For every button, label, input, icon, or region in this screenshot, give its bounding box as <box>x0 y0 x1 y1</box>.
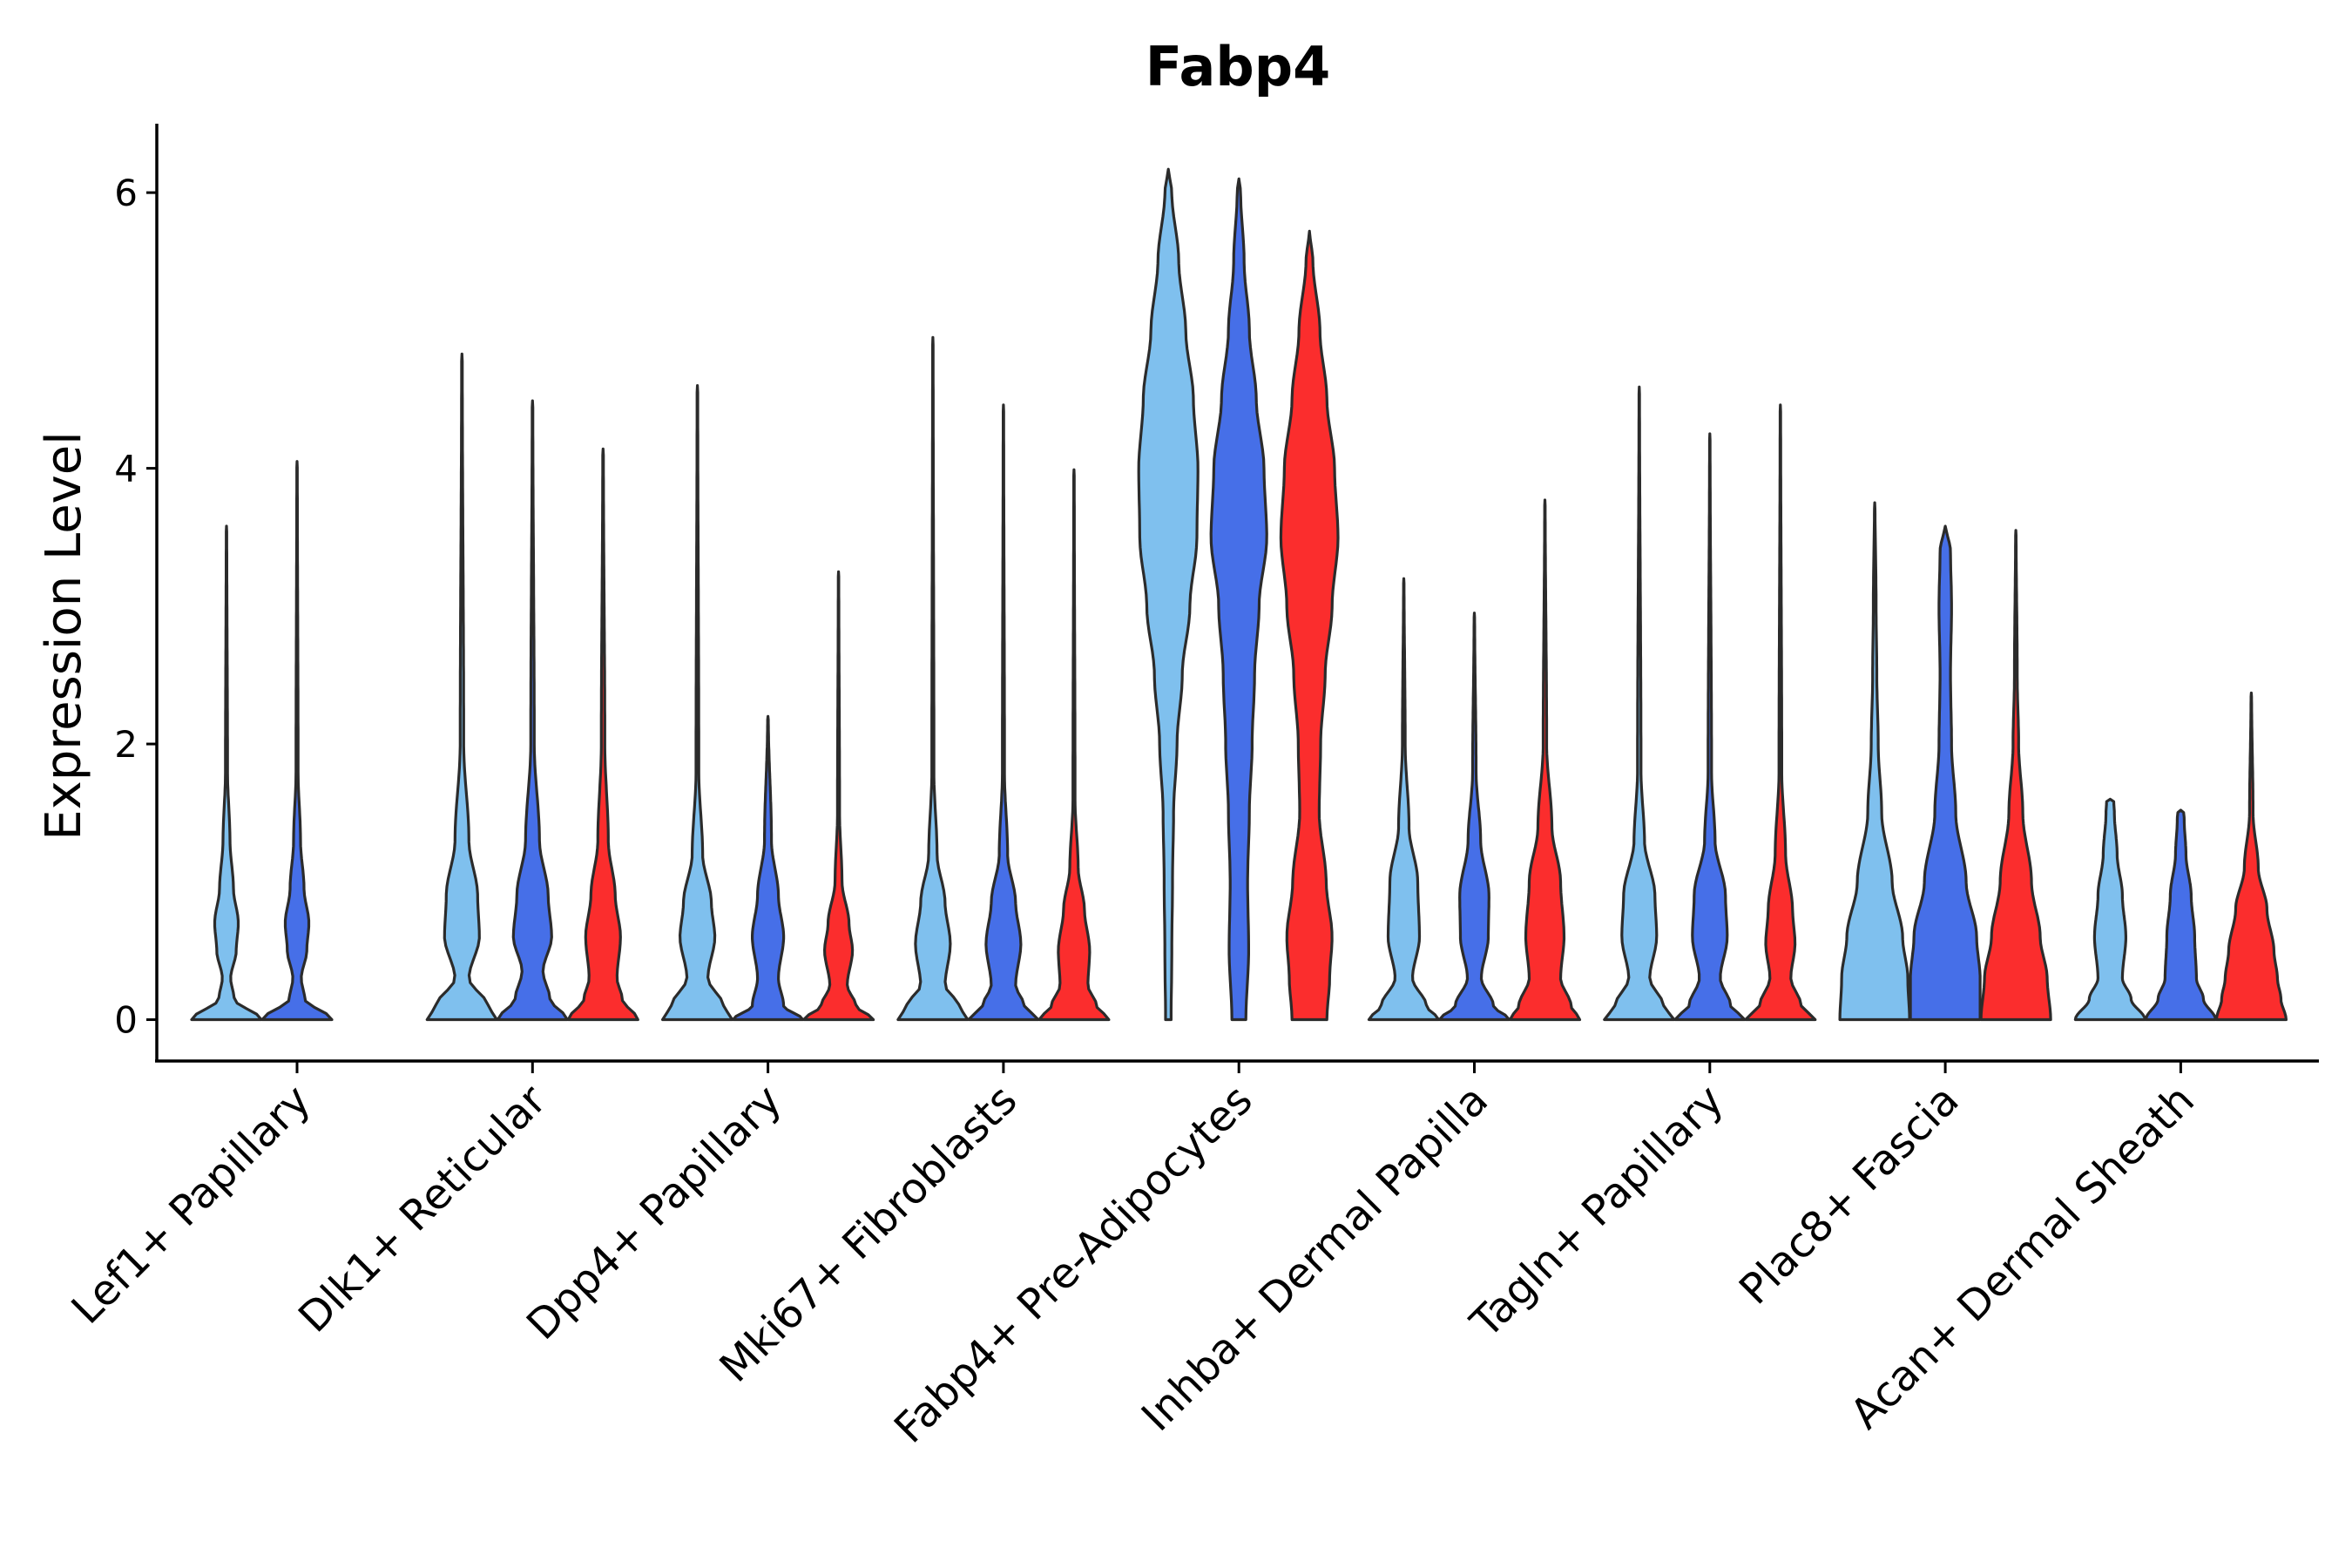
chart-title: Fabp4 <box>1146 35 1330 98</box>
x-category-label: Dlk1+ Reticular <box>289 1076 556 1342</box>
violin-1-light <box>190 524 263 1022</box>
violin-3-blue <box>732 714 805 1022</box>
violin-4-blue <box>967 403 1040 1022</box>
violin-8-blue <box>1909 524 1982 1022</box>
violin-6-blue <box>1437 612 1511 1022</box>
violin-1-blue <box>260 460 334 1022</box>
x-category-label: Plac8+ Fascia <box>1730 1076 1969 1315</box>
violin-2-blue <box>496 399 569 1022</box>
y-axis: 0 2 4 6 <box>114 124 159 1061</box>
violin-9-light <box>2073 797 2146 1022</box>
x-category-label: Dpp4+ Papillary <box>517 1076 791 1349</box>
violin-3-red <box>802 570 875 1022</box>
violin-8-light <box>1838 501 1911 1022</box>
violin-2-red <box>566 447 639 1022</box>
violin-8-red <box>1979 529 2052 1022</box>
violin-7-blue <box>1673 432 1747 1022</box>
violin-2-light <box>425 352 498 1022</box>
violin-5-red <box>1279 229 1340 1022</box>
y-tick-label: 2 <box>114 723 138 766</box>
violin-6-light <box>1367 577 1441 1022</box>
violin-7-light <box>1603 385 1676 1022</box>
violin-9-red <box>2214 691 2288 1022</box>
x-category-label: Tagln+ Papillary <box>1461 1076 1733 1348</box>
violin-3-light <box>661 384 734 1022</box>
violin-4-red <box>1037 468 1111 1022</box>
violin-4-light <box>896 335 970 1022</box>
y-tick-label: 6 <box>114 172 138 214</box>
violins-layer <box>190 167 2288 1022</box>
y-tick-label: 0 <box>114 999 138 1042</box>
violin-6-red <box>1508 498 1582 1022</box>
y-tick-label: 4 <box>114 448 138 490</box>
violin-5-light <box>1137 167 1200 1022</box>
violin-7-red <box>1744 403 1817 1022</box>
y-axis-label: Expression Level <box>36 431 92 841</box>
x-category-label: Lef1+ Papillary <box>63 1076 321 1334</box>
violin-5-blue <box>1209 177 1268 1022</box>
violin-9-blue <box>2144 808 2217 1022</box>
